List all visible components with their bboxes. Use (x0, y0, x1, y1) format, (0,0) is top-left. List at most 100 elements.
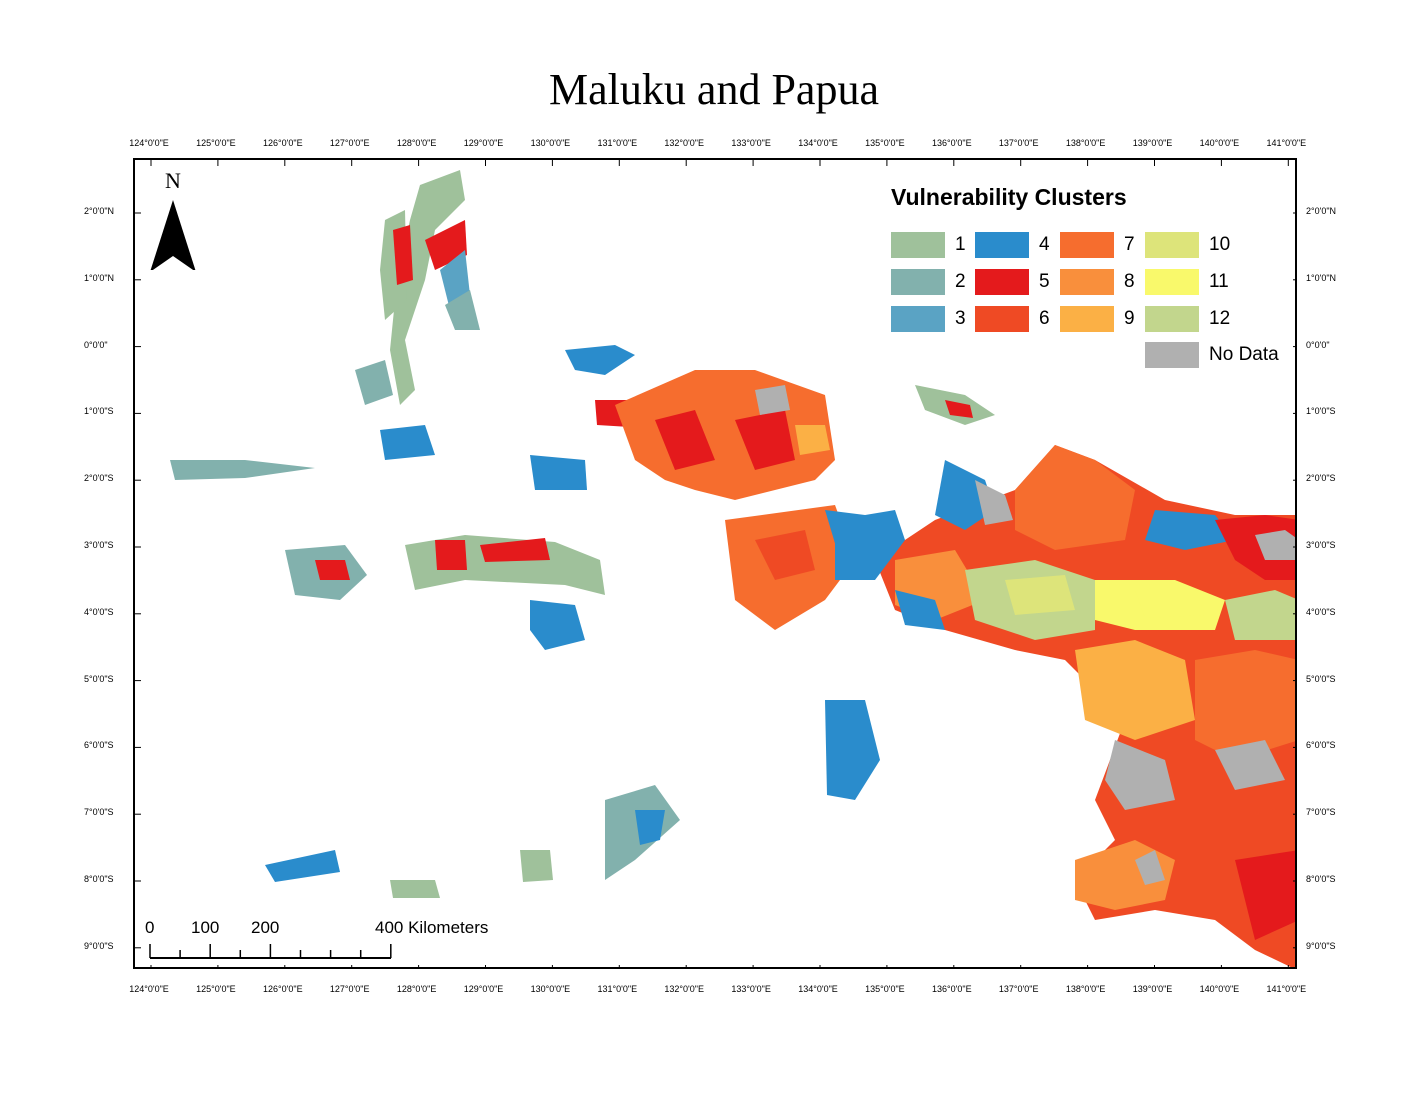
legend-swatch (975, 306, 1029, 332)
longitude-tick-top: 130°0'0"E (530, 138, 571, 148)
map-region (170, 460, 315, 480)
map-region (1195, 650, 1295, 760)
map-canvas (135, 160, 1295, 967)
longitude-tick-top: 139°0'0"E (1132, 138, 1173, 148)
longitude-tick-top: 126°0'0"E (263, 138, 303, 148)
map-region (265, 850, 340, 882)
scale-bar: 0 100 200 400 Kilometers (145, 918, 525, 962)
map-region (480, 538, 550, 562)
longitude-tick-bottom: 130°0'0"E (530, 984, 571, 994)
map-region (1215, 740, 1285, 790)
north-arrow: N (148, 168, 198, 270)
legend-swatch (1060, 232, 1114, 258)
longitude-tick-top: 140°0'0"E (1199, 138, 1240, 148)
map-region (825, 700, 880, 800)
latitude-tick-right: 2°0'0"S (1306, 473, 1336, 484)
legend-label: 10 (1209, 234, 1231, 255)
map-region (1145, 510, 1235, 550)
legend-label: 9 (1124, 308, 1135, 329)
longitude-tick-top: 137°0'0"E (998, 138, 1039, 148)
legend-swatch (891, 306, 945, 332)
longitude-tick-bottom: 141°0'0"E (1266, 984, 1307, 994)
scale-bar-graphic (149, 944, 392, 959)
map-region (1005, 575, 1075, 615)
map-region (655, 410, 715, 470)
longitude-tick-top: 131°0'0"E (597, 138, 638, 148)
legend-swatch (1145, 269, 1199, 295)
latitude-tick-left: 8°0'0"S (84, 874, 114, 884)
map-region (315, 560, 350, 580)
map-region (380, 425, 435, 460)
latitude-tick-left: 2°0'0"S (84, 473, 114, 484)
legend-label: 6 (1039, 308, 1050, 329)
latitude-tick-right: 4°0'0"S (1306, 606, 1336, 617)
map-region (835, 510, 905, 580)
map-region (355, 360, 393, 405)
latitude-tick-left: 2°0'0"N (84, 206, 115, 216)
map-region (520, 850, 553, 882)
legend-swatch (1060, 269, 1114, 295)
latitude-tick-left: 1°0'0"N (84, 272, 115, 283)
map-region (1255, 530, 1295, 560)
map-region (735, 410, 795, 470)
longitude-tick-bottom: 134°0'0"E (798, 984, 838, 994)
legend-title: Vulnerability Clusters (891, 184, 1127, 210)
map-region (393, 225, 413, 285)
longitude-tick-bottom: 140°0'0"E (1199, 984, 1240, 994)
longitude-tick-bottom: 126°0'0"E (263, 984, 303, 994)
longitude-tick-top: 134°0'0"E (798, 138, 838, 148)
longitude-tick-top: 138°0'0"E (1065, 138, 1106, 148)
latitude-tick-right: 9°0'0"S (1306, 940, 1336, 951)
legend-label: 5 (1039, 271, 1050, 292)
map-region (795, 425, 830, 455)
map-region (445, 290, 480, 330)
legend-label: 7 (1124, 234, 1135, 255)
scale-bar-label: 100 (191, 918, 220, 937)
map-frame[interactable]: N Vulnerability Clusters 1 2 3 4 5 6 7 8 9 10 11 12… (133, 158, 1297, 969)
longitude-tick-top: 133°0'0"E (731, 138, 771, 148)
legend-label: 2 (955, 271, 966, 292)
longitude-tick-bottom: 136°0'0"E (932, 984, 972, 994)
longitude-tick-top: 129°0'0"E (463, 138, 504, 148)
latitude-tick-right: 7°0'0"S (1306, 807, 1336, 818)
map-region (1235, 850, 1295, 940)
map-region (635, 810, 665, 845)
map-region (755, 530, 815, 580)
longitude-tick-top: 132°0'0"E (664, 138, 704, 148)
longitude-tick-top: 141°0'0"E (1266, 138, 1307, 148)
legend-swatch (975, 232, 1029, 258)
longitude-tick-bottom: 137°0'0"E (998, 984, 1039, 994)
longitude-tick-top: 124°0'0"E (129, 138, 169, 148)
map-title: Maluku and Papua (549, 65, 879, 114)
longitude-tick-bottom: 125°0'0"E (196, 984, 236, 994)
longitude-tick-top: 127°0'0"E (329, 138, 370, 148)
longitude-tick-bottom: 131°0'0"E (597, 984, 638, 994)
map-region (565, 345, 635, 375)
legend-swatch (1145, 342, 1199, 368)
legend-swatch (1145, 306, 1199, 332)
latitude-tick-right: 3°0'0"S (1306, 540, 1336, 550)
longitude-tick-bottom: 135°0'0"E (865, 984, 905, 994)
latitude-tick-right: 8°0'0"S (1306, 874, 1336, 884)
longitude-tick-bottom: 133°0'0"E (731, 984, 771, 994)
longitude-tick-bottom: 132°0'0"E (664, 984, 704, 994)
map-region (1075, 640, 1195, 740)
map-region (1135, 590, 1205, 618)
latitude-tick-left: 0°0'0" (84, 339, 108, 350)
legend-label: 4 (1039, 234, 1050, 255)
scale-bar-label: 400 Kilometers (375, 918, 489, 937)
longitude-tick-top: 135°0'0"E (865, 138, 905, 148)
map-region (530, 600, 585, 650)
map-region (945, 400, 973, 418)
map-region (935, 460, 995, 530)
latitude-tick-right: 1°0'0"N (1306, 272, 1337, 283)
latitude-tick-right: 6°0'0"S (1306, 740, 1336, 751)
legend-label: 8 (1124, 271, 1135, 292)
map-region (975, 480, 1013, 525)
longitude-tick-bottom: 124°0'0"E (129, 984, 169, 994)
map-region (755, 385, 790, 415)
north-letter: N (165, 168, 181, 193)
map-region (895, 590, 945, 630)
latitude-tick-right: 5°0'0"S (1306, 673, 1336, 684)
map-region (1105, 740, 1175, 810)
